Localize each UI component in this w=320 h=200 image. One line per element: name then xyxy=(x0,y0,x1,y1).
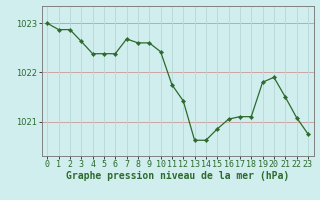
X-axis label: Graphe pression niveau de la mer (hPa): Graphe pression niveau de la mer (hPa) xyxy=(66,171,289,181)
